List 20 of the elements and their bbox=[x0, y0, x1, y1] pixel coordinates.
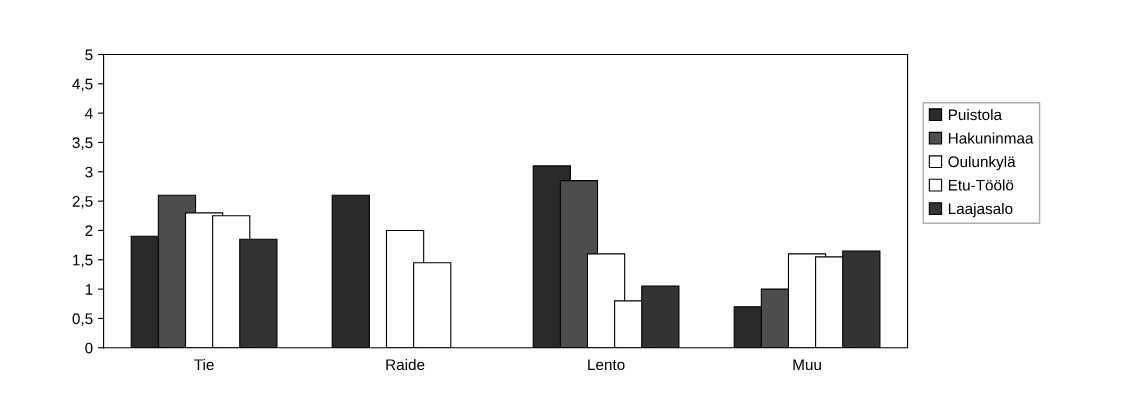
y-tick-label: 2 bbox=[85, 225, 93, 236]
x-tick-label: Muu bbox=[793, 359, 821, 371]
y-tick-label: 4,5 bbox=[72, 78, 93, 92]
legend-label: Hakuninmaa bbox=[948, 132, 1034, 144]
y-tick-label: 1,5 bbox=[73, 254, 93, 268]
y-tick-label: 3 bbox=[85, 166, 93, 178]
legend-label: Etu-Töölö bbox=[948, 179, 1014, 191]
y-tick-label: 1 bbox=[85, 284, 93, 295]
x-tick-label: Tie bbox=[194, 358, 214, 371]
y-tick-label: 0,5 bbox=[72, 313, 93, 326]
y-tick-label: 4 bbox=[85, 108, 93, 119]
x-tick-label: Lento bbox=[588, 359, 625, 371]
y-tick-label: 5 bbox=[85, 49, 93, 61]
y-tick-label: 2,5 bbox=[72, 195, 93, 209]
y-tick-label: 3,5 bbox=[72, 137, 93, 150]
y-tick-label: 0 bbox=[85, 342, 93, 354]
legend-label: Puistola bbox=[948, 108, 1003, 121]
legend-label: Laajasalo bbox=[948, 202, 1013, 218]
legend-label: Oulunkylä bbox=[948, 155, 1016, 171]
x-tick-label: Raide bbox=[386, 358, 425, 371]
